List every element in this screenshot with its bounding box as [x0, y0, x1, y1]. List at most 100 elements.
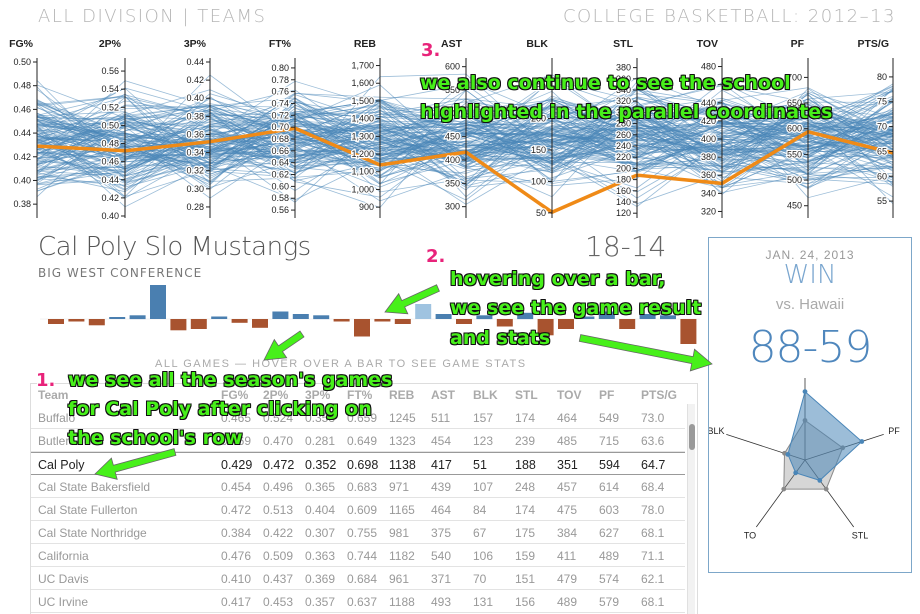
column-header[interactable]: AST	[431, 388, 455, 402]
axis-tick-label: 450	[787, 201, 802, 211]
column-header[interactable]: FG%	[221, 388, 249, 402]
game-bar[interactable]	[578, 316, 595, 320]
table-row-selected[interactable]: Cal Poly 0.429 0.472 0.352 0.698 1138 417 51 188…	[31, 452, 685, 475]
game-bar[interactable]	[374, 319, 391, 322]
column-header[interactable]: Team	[38, 388, 69, 402]
axis-tick-label: 0.30	[186, 184, 204, 194]
game-bar[interactable]	[150, 285, 166, 319]
annotation-3-line-1: we also continue to see the school	[420, 72, 791, 94]
game-bar[interactable]	[354, 319, 370, 337]
game-bar[interactable]	[68, 319, 85, 322]
table-row[interactable]: California 0.476 0.509 0.363 0.744 1182 540 106…	[31, 544, 685, 567]
annotation-number-3: 3.	[421, 40, 441, 61]
stat-cell: 511	[431, 411, 451, 425]
axis-tick-label: 0.64	[271, 158, 289, 168]
axis-tick-label: 0.50	[13, 57, 31, 67]
axis-tick-label: 0.32	[186, 166, 204, 176]
axis-tick-label: 0.78	[271, 75, 289, 85]
table-scrollbar[interactable]	[687, 404, 695, 614]
teams-table[interactable]: Team FG% 2P% 3P% FT% REB AST BLK STL TOV PF PTS/G B…	[30, 383, 698, 614]
game-bar[interactable]	[517, 312, 534, 320]
stat-cell: 0.352	[305, 458, 337, 472]
game-bar[interactable]	[129, 315, 146, 320]
table-row[interactable]: UC Irvine 0.417 0.453 0.357 0.637 1188 493 131 1…	[31, 590, 685, 613]
game-bar[interactable]	[537, 319, 554, 336]
stat-cell: 248	[515, 480, 536, 494]
column-header[interactable]: REB	[389, 388, 415, 402]
season-games-chart[interactable]	[40, 285, 700, 360]
stat-cell: 67	[473, 526, 487, 540]
axis-tick-label: 500	[787, 175, 802, 185]
axis-tick-label: 480	[701, 62, 716, 72]
table-row[interactable]: Cal State Northridge 0.384 0.422 0.307 0.755…	[31, 521, 685, 544]
game-bar[interactable]	[231, 319, 248, 323]
stat-cell: 475	[557, 503, 578, 517]
axis-tick-label: 0.40	[101, 211, 119, 221]
parallel-coordinates-chart[interactable]: FG% 0.50 0.48 0.46 0.44 0.42 0.40 0.38 2P% 0.56 0.…	[0, 30, 920, 230]
table-row[interactable]: UC Davis 0.410 0.437 0.369 0.684 961 371 70 151 4…	[31, 567, 685, 590]
game-bar[interactable]	[170, 319, 187, 331]
table-row[interactable]: Buffalo 0.465 0.524 0.353 0.659 1245 511 157 174…	[31, 406, 685, 429]
stat-cell: 0.637	[347, 595, 378, 609]
game-bar[interactable]	[680, 319, 697, 344]
radar-axis-label: PF	[888, 426, 900, 436]
axis-tick-label: 1,600	[351, 78, 374, 88]
axis-tick-label: 0.48	[13, 81, 31, 91]
stat-cell: 1188	[389, 595, 415, 609]
column-header[interactable]: PF	[599, 388, 615, 402]
stat-cell: 159	[515, 549, 536, 563]
axis-label: 3P%	[184, 38, 207, 50]
game-bar[interactable]	[252, 319, 268, 328]
game-bar[interactable]	[292, 314, 309, 319]
radar-game-area	[787, 390, 863, 481]
game-bar[interactable]	[598, 311, 615, 320]
axis-tick-label: 0.40	[186, 93, 204, 103]
game-bar[interactable]	[313, 315, 330, 320]
games-caption: ALL GAMES — HOVER OVER A BAR TO SEE GAME…	[155, 358, 527, 370]
game-bar[interactable]	[211, 316, 228, 320]
column-header[interactable]: 3P%	[305, 388, 331, 402]
axis-tick-label: 0.28	[186, 202, 204, 212]
table-row[interactable]: Cal State Fullerton 0.472 0.513 0.404 0.609 1…	[31, 498, 685, 521]
table-row[interactable]: Cal State Bakersfield 0.454 0.496 0.365 0.68…	[31, 475, 685, 498]
game-bar[interactable]	[272, 311, 289, 320]
game-bar[interactable]	[415, 304, 432, 319]
stat-cell: 0.307	[305, 526, 336, 540]
axis-tick-label: 0.54	[101, 84, 119, 94]
game-bar[interactable]	[394, 319, 411, 324]
stat-cell: 151	[515, 572, 536, 586]
game-bar[interactable]	[619, 319, 636, 329]
game-bar[interactable]	[476, 315, 493, 320]
game-bar[interactable]	[496, 319, 513, 327]
axis-tick-label: 0.44	[101, 175, 119, 185]
axis-tick-label: 60	[877, 171, 887, 181]
team-cell: Buffalo	[38, 411, 76, 425]
column-header[interactable]: 2P%	[263, 388, 289, 402]
game-bar[interactable]	[639, 314, 656, 319]
game-bar[interactable]	[456, 319, 472, 324]
axis-label: PTS/G	[857, 38, 889, 50]
game-bar[interactable]	[48, 319, 64, 324]
game-bar[interactable]	[435, 314, 452, 319]
column-header[interactable]: STL	[515, 388, 538, 402]
column-header[interactable]: FT%	[347, 388, 373, 402]
column-header[interactable]: BLK	[473, 388, 498, 402]
game-bar[interactable]	[660, 315, 676, 320]
game-bar[interactable]	[558, 319, 574, 329]
stat-cell: 239	[515, 434, 536, 448]
axis-tick-label: 160	[616, 186, 631, 196]
game-bar[interactable]	[88, 319, 105, 326]
scroll-thumb[interactable]	[689, 424, 695, 450]
axis-ft: FT% 0.80 0.78 0.760.74 0.72 0.70 0.68 0.66 0.64 0…	[269, 38, 296, 218]
column-header[interactable]: TOV	[557, 388, 582, 402]
stat-cell: 971	[389, 480, 410, 494]
game-bar[interactable]	[190, 319, 207, 329]
game-bar[interactable]	[109, 317, 126, 319]
column-header[interactable]: PTS/G	[641, 388, 678, 402]
axis-tick-label: 0.62	[271, 170, 289, 180]
table-row[interactable]: Butler 0.469 0.470 0.281 0.649 1323 454 123 239 4…	[31, 429, 685, 452]
axis-tick-label: 200	[616, 163, 631, 173]
stat-cell: 0.429	[221, 458, 253, 472]
game-bar[interactable]	[333, 319, 350, 322]
radar-game-area-point	[793, 470, 799, 476]
